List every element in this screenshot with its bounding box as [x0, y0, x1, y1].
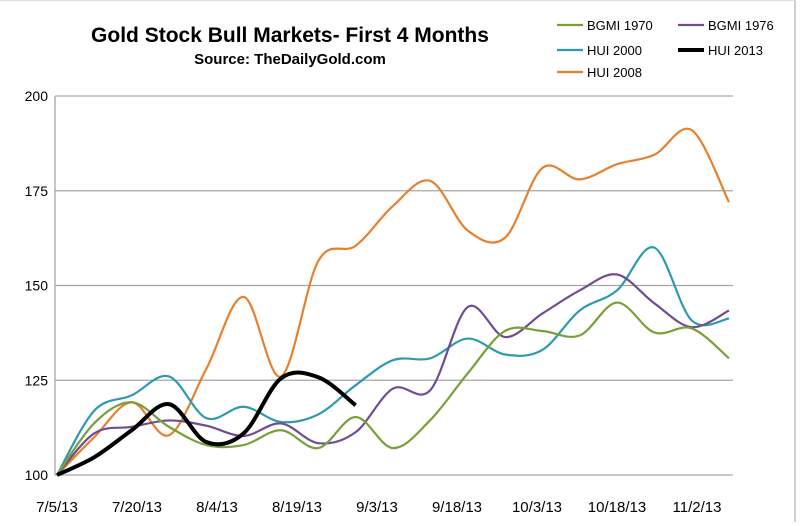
chart-title: Gold Stock Bull Markets- First 4 Months: [91, 24, 489, 47]
legend-label: HUI 2008: [587, 65, 642, 80]
series-line-hui-2008: [56, 127, 730, 476]
y-tick-label: 100: [25, 467, 49, 483]
x-tick-label: 7/20/13: [112, 499, 162, 516]
legend-item: BGMI 1970: [557, 18, 653, 33]
x-tick-label: 10/3/13: [512, 499, 562, 516]
series-line-hui-2013: [56, 370, 357, 477]
x-tick-label: 10/18/13: [588, 499, 646, 516]
series-line-bgmi-1976: [56, 273, 730, 476]
x-tick-label: 8/19/13: [272, 499, 322, 516]
x-tick-label: 7/5/13: [36, 499, 78, 516]
y-tick-label: 175: [25, 183, 49, 199]
y-tick-label: 150: [25, 278, 49, 294]
legend-item: BGMI 1976: [678, 18, 774, 33]
legend-item: HUI 2000: [557, 43, 642, 58]
legend-label: HUI 2000: [587, 43, 642, 58]
legend-label: BGMI 1970: [587, 18, 653, 33]
legend-label: BGMI 1976: [708, 18, 774, 33]
x-tick-label: 9/3/13: [356, 499, 398, 516]
y-tick-label: 200: [25, 88, 49, 104]
chart-subtitle: Source: TheDailyGold.com: [194, 51, 386, 68]
y-tick-label: 125: [25, 372, 49, 388]
x-tick-label: 11/2/13: [673, 499, 722, 516]
legend-label: HUI 2013: [708, 43, 763, 58]
series-line-hui-2000: [56, 246, 730, 476]
legend-item: HUI 2013: [678, 43, 763, 58]
series-line-bgmi-1970: [56, 301, 730, 476]
x-tick-label: 9/18/13: [432, 499, 482, 516]
legend-item: HUI 2008: [557, 65, 642, 80]
x-tick-label: 8/4/13: [196, 499, 238, 516]
